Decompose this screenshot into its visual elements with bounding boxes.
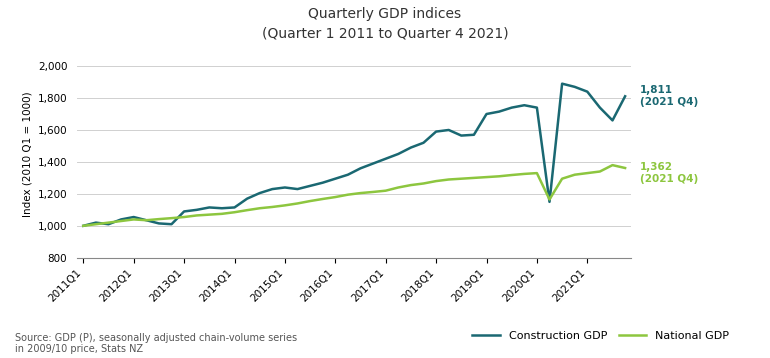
Construction GDP (494, 110, 504, 114)
Construction GDP (280, 185, 290, 190)
National GDP (205, 213, 214, 217)
Construction GDP (419, 141, 428, 145)
Text: Quarterly GDP indices
(Quarter 1 2011 to Quarter 4 2021): Quarterly GDP indices (Quarter 1 2011 to… (262, 7, 508, 41)
Construction GDP (608, 118, 617, 122)
National GDP (608, 163, 617, 167)
National GDP (381, 189, 390, 193)
Construction GDP (142, 218, 151, 222)
Construction GDP (217, 206, 226, 211)
National GDP (520, 172, 529, 176)
National GDP (393, 185, 403, 190)
National GDP (570, 173, 579, 177)
Construction GDP (469, 132, 478, 137)
National GDP (129, 217, 139, 222)
Construction GDP (167, 222, 176, 226)
National GDP (116, 219, 126, 223)
National GDP (457, 176, 466, 181)
Construction GDP (192, 208, 201, 212)
Text: Source: GDP (P), seasonally adjusted chain-volume series
in 2009/10 price, Stats: Source: GDP (P), seasonally adjusted cha… (15, 333, 297, 354)
Construction GDP (230, 205, 239, 209)
Construction GDP (520, 103, 529, 107)
Construction GDP (545, 200, 554, 204)
Construction GDP (482, 112, 491, 116)
National GDP (330, 195, 340, 199)
Construction GDP (104, 222, 113, 226)
Construction GDP (154, 221, 163, 226)
National GDP (595, 169, 604, 174)
National GDP (104, 221, 113, 225)
National GDP (356, 191, 365, 195)
Construction GDP (532, 106, 541, 110)
Construction GDP (116, 217, 126, 222)
National GDP (621, 166, 630, 170)
National GDP (494, 174, 504, 178)
Construction GDP (381, 156, 390, 161)
National GDP (192, 213, 201, 218)
National GDP (243, 208, 252, 212)
Construction GDP (129, 215, 139, 219)
National GDP (154, 217, 163, 221)
National GDP (79, 224, 88, 228)
National GDP (268, 205, 277, 209)
Construction GDP (205, 205, 214, 209)
National GDP (92, 222, 101, 226)
National GDP (407, 183, 416, 187)
Text: 1,811
(2021 Q4): 1,811 (2021 Q4) (640, 86, 698, 107)
Line: Construction GDP: Construction GDP (83, 84, 625, 226)
Legend: Construction GDP, National GDP: Construction GDP, National GDP (468, 326, 734, 345)
National GDP (419, 182, 428, 186)
Construction GDP (356, 166, 365, 170)
Construction GDP (407, 145, 416, 150)
National GDP (293, 201, 302, 205)
National GDP (306, 199, 315, 203)
National GDP (507, 173, 517, 177)
Construction GDP (393, 152, 403, 156)
National GDP (343, 193, 353, 197)
National GDP (167, 216, 176, 220)
Construction GDP (330, 176, 340, 181)
National GDP (431, 179, 440, 183)
Text: 1,362
(2021 Q4): 1,362 (2021 Q4) (640, 162, 698, 184)
Construction GDP (92, 221, 101, 225)
Construction GDP (431, 130, 440, 134)
Construction GDP (268, 187, 277, 191)
Construction GDP (318, 180, 327, 185)
Construction GDP (179, 209, 189, 214)
National GDP (369, 190, 378, 194)
Construction GDP (621, 94, 630, 98)
Construction GDP (583, 90, 592, 94)
Construction GDP (570, 85, 579, 89)
National GDP (179, 215, 189, 219)
Construction GDP (557, 82, 567, 86)
National GDP (583, 171, 592, 175)
Y-axis label: Index (2010 Q1 = 1000): Index (2010 Q1 = 1000) (22, 91, 32, 217)
Construction GDP (444, 128, 454, 132)
National GDP (532, 171, 541, 175)
National GDP (482, 175, 491, 179)
National GDP (142, 218, 151, 222)
National GDP (545, 197, 554, 202)
Construction GDP (293, 187, 302, 191)
Construction GDP (243, 197, 252, 201)
National GDP (217, 212, 226, 216)
Construction GDP (595, 106, 604, 110)
National GDP (230, 210, 239, 214)
Construction GDP (507, 106, 517, 110)
National GDP (557, 176, 567, 181)
National GDP (280, 203, 290, 208)
Construction GDP (255, 191, 264, 195)
Construction GDP (369, 161, 378, 166)
National GDP (444, 177, 454, 182)
National GDP (318, 197, 327, 201)
Line: National GDP: National GDP (83, 165, 625, 226)
Construction GDP (343, 173, 353, 177)
Construction GDP (306, 184, 315, 188)
National GDP (255, 206, 264, 211)
Construction GDP (457, 134, 466, 138)
National GDP (469, 176, 478, 180)
Construction GDP (79, 224, 88, 228)
